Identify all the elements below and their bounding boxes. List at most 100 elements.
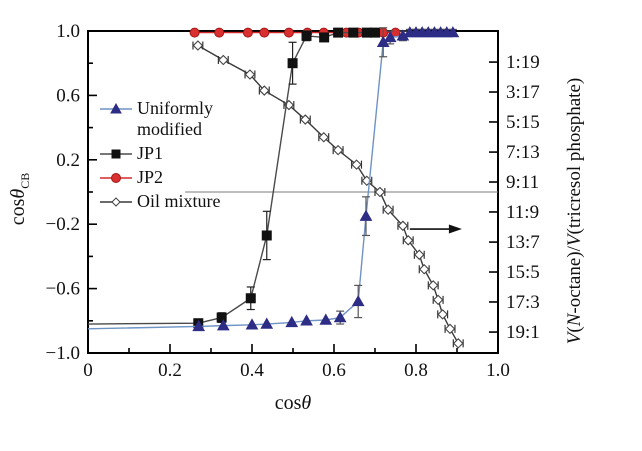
marker-circle bbox=[214, 27, 225, 38]
legend-marker-triangle bbox=[110, 103, 122, 114]
series-uniform bbox=[87, 26, 460, 332]
marker-square bbox=[261, 230, 272, 241]
x-axis-title: cosθ bbox=[88, 392, 498, 415]
marker-diamond bbox=[444, 323, 456, 335]
x-axis-title-prefix: cos bbox=[274, 392, 302, 414]
legend-marker-square bbox=[111, 149, 121, 159]
marker-square bbox=[370, 27, 380, 38]
marker-square bbox=[319, 32, 330, 43]
x-tick-label: 0.8 bbox=[404, 360, 428, 381]
marker-triangle bbox=[260, 317, 274, 329]
left-axis-title: cosθCB bbox=[7, 119, 33, 279]
marker-square bbox=[216, 312, 227, 323]
right-axis-arrow bbox=[409, 224, 462, 234]
legend-label: JP1 bbox=[137, 143, 164, 163]
marker-square bbox=[361, 27, 372, 38]
marker-square bbox=[287, 58, 298, 69]
legend-symbol-jp2 bbox=[100, 173, 132, 183]
y-right-tick-label: 7:13 bbox=[506, 142, 540, 163]
x-tick-label: 0.2 bbox=[158, 360, 182, 381]
legend-symbol-uniform bbox=[100, 103, 132, 114]
y-right-tick-label: 5:15 bbox=[506, 112, 540, 133]
left-axis-title-subscript: CB bbox=[18, 172, 32, 189]
legend-item-oil-mixture: Oil mixture bbox=[99, 191, 239, 212]
y-left-tick-label: 0.2 bbox=[56, 150, 80, 171]
marker-diamond bbox=[427, 280, 439, 291]
series-oil bbox=[192, 40, 464, 349]
marker-diamond bbox=[382, 204, 394, 215]
legend-label: Oil mixture bbox=[137, 191, 221, 211]
x-tick-label: 1.0 bbox=[486, 360, 510, 381]
marker-diamond bbox=[452, 338, 464, 349]
y-right-tick-label: 11:9 bbox=[506, 202, 539, 223]
legend-symbol-jp1 bbox=[100, 149, 132, 159]
right-axis-title-part: (tricresol phosphate) bbox=[564, 77, 585, 235]
right-axis-title-part: V bbox=[564, 332, 585, 345]
x-tick-label: 0.6 bbox=[322, 360, 346, 381]
y-right-tick-label: 13:7 bbox=[506, 232, 540, 253]
marker-diamond bbox=[397, 220, 409, 232]
marker-circle bbox=[259, 27, 270, 38]
right-axis-title-part: N bbox=[564, 313, 585, 327]
marker-diamond bbox=[414, 249, 425, 261]
legend-marker-circle bbox=[111, 173, 121, 183]
marker-diamond bbox=[218, 54, 229, 66]
y-right-tick-label: 17:3 bbox=[506, 292, 540, 313]
right-axis-title-part: -octane)/ bbox=[564, 246, 585, 314]
axis-ticks bbox=[87, 30, 499, 354]
y-right-tick-label: 19:1 bbox=[506, 322, 540, 343]
marker-diamond bbox=[432, 294, 444, 306]
marker-diamond bbox=[192, 40, 204, 51]
marker-diamond bbox=[402, 235, 414, 246]
marker-triangle bbox=[333, 311, 347, 323]
marker-triangle bbox=[245, 318, 259, 330]
legend: Uniformly modified JP1 JP2 Oil mixture bbox=[99, 98, 239, 215]
x-tick-label: 0 bbox=[83, 360, 93, 381]
marker-triangle bbox=[192, 319, 206, 332]
y-right-tick-label: 15:5 bbox=[506, 262, 540, 283]
right-axis-title-part: V bbox=[564, 234, 585, 247]
marker-diamond bbox=[318, 131, 330, 143]
right-axis-title: V(N-octane)/V(tricresol phosphate) bbox=[564, 18, 590, 404]
x-tick-label: 0.4 bbox=[240, 360, 264, 381]
marker-triangle bbox=[359, 209, 373, 221]
marker-triangle bbox=[285, 315, 299, 328]
marker-square bbox=[301, 30, 312, 41]
legend-symbol-oil bbox=[100, 197, 132, 207]
marker-square bbox=[348, 27, 359, 38]
legend-marker-diamond bbox=[111, 197, 121, 207]
y-left-tick-label: 1.0 bbox=[56, 21, 80, 42]
legend-item-uniformly-modified: Uniformly modified bbox=[99, 98, 239, 140]
legend-item-jp1: JP1 bbox=[99, 143, 239, 164]
marker-triangle bbox=[446, 26, 460, 38]
y-right-tick-label: 1:19 bbox=[506, 52, 540, 73]
arrow-head bbox=[448, 224, 462, 234]
legend-label: JP2 bbox=[137, 167, 164, 187]
marker-diamond bbox=[300, 114, 311, 125]
y-left-tick-label: −0.6 bbox=[46, 279, 80, 300]
y-left-tick-label: −1.0 bbox=[46, 343, 80, 364]
marker-triangle bbox=[216, 319, 230, 331]
y-right-tick-label: 9:11 bbox=[506, 172, 539, 193]
marker-square bbox=[333, 27, 344, 38]
x-axis-title-symbol: θ bbox=[301, 392, 312, 414]
left-axis-title-symbol: θ bbox=[7, 188, 29, 199]
marker-diamond bbox=[418, 264, 430, 275]
marker-triangle bbox=[319, 313, 333, 325]
y-left-tick-label: 0.6 bbox=[56, 85, 80, 106]
marker-diamond bbox=[259, 85, 270, 96]
marker-circle bbox=[189, 27, 200, 38]
series-jp1 bbox=[87, 27, 380, 329]
marker-triangle bbox=[351, 294, 365, 307]
marker-circle bbox=[283, 27, 294, 38]
legend-label: Uniformly modified bbox=[137, 98, 213, 139]
tick-labels: 0 0.2 0.4 0.6 0.8 1.0 1.0 0.6 0.2 −0.2 −0.6 −1.0 1:1… bbox=[46, 21, 540, 381]
marker-diamond bbox=[374, 186, 386, 198]
marker-square bbox=[245, 293, 256, 304]
marker-diamond bbox=[437, 309, 448, 320]
right-axis-title-part: ( bbox=[564, 326, 585, 333]
marker-circle bbox=[242, 27, 253, 38]
marker-diamond bbox=[351, 159, 362, 170]
